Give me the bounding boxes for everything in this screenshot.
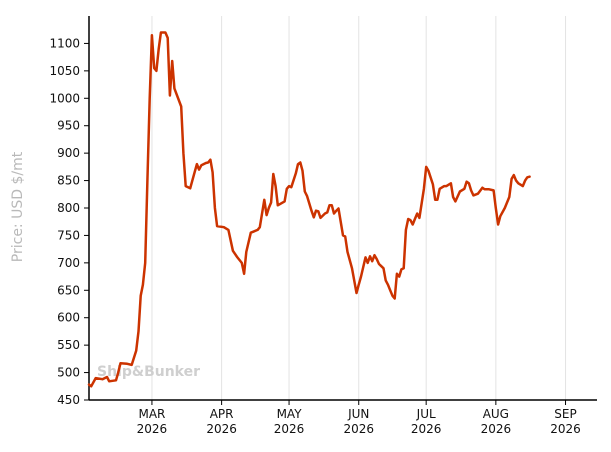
x-tick-month-label: AUG bbox=[483, 407, 509, 421]
y-tick-label: 750 bbox=[57, 228, 80, 242]
x-tick-year-label: 2026 bbox=[550, 422, 581, 436]
x-tick-month-label: APR bbox=[210, 407, 234, 421]
x-tick-month-label: SEP bbox=[554, 407, 576, 421]
x-tick-year-label: 2026 bbox=[481, 422, 512, 436]
y-tick-label: 650 bbox=[57, 283, 80, 297]
price-series-line bbox=[87, 31, 531, 388]
x-tick-year-label: 2026 bbox=[137, 422, 168, 436]
y-ticks: 450 500 550 600 650 700 750 800 850 900 950 1000 105… bbox=[49, 36, 89, 407]
y-tick-label: 600 bbox=[57, 311, 80, 325]
x-tick-year-label: 2026 bbox=[274, 422, 305, 436]
x-tick-year-label: 2026 bbox=[206, 422, 237, 436]
y-tick-label: 1100 bbox=[49, 36, 80, 50]
x-tick-month-label: JUN bbox=[347, 407, 369, 421]
y-tick-label: 700 bbox=[57, 256, 80, 270]
x-tick-month-label: MAR bbox=[138, 407, 165, 421]
y-tick-label: 900 bbox=[57, 146, 80, 160]
y-tick-label: 550 bbox=[57, 338, 80, 352]
y-tick-label: 1050 bbox=[49, 64, 80, 78]
x-ticks: MAR2026APR2026MAY2026JUN2026JUL2026AUG20… bbox=[137, 400, 581, 436]
y-tick-label: 450 bbox=[57, 393, 80, 407]
y-tick-label: 500 bbox=[57, 366, 80, 380]
x-tick-year-label: 2026 bbox=[411, 422, 442, 436]
axes-layer bbox=[88, 16, 597, 401]
x-tick-month-label: MAY bbox=[277, 407, 303, 421]
y-tick-label: 850 bbox=[57, 174, 80, 188]
x-tick-month-label: JUL bbox=[416, 407, 436, 421]
series-layer bbox=[87, 31, 531, 388]
watermark-text: Ship&Bunker bbox=[97, 364, 200, 380]
y-tick-label: 950 bbox=[57, 119, 80, 133]
x-tick-year-label: 2026 bbox=[343, 422, 374, 436]
y-axis-label: Price: USD $/mt bbox=[10, 151, 26, 262]
y-tick-label: 1000 bbox=[49, 91, 80, 105]
y-tick-label: 800 bbox=[57, 201, 80, 215]
watermark-layer: Ship&Bunker bbox=[97, 364, 200, 380]
